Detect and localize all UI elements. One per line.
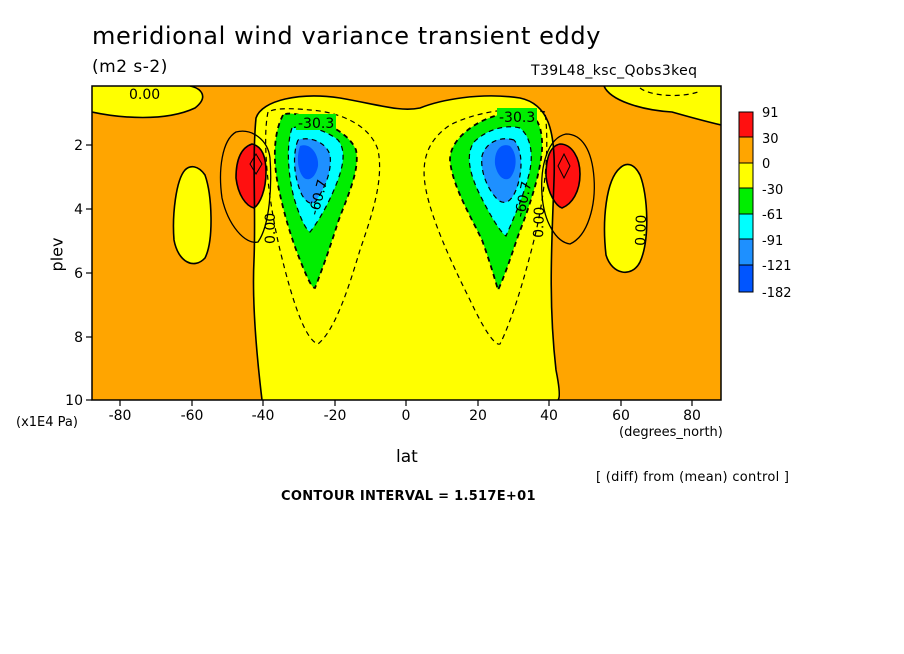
clabel-bg-1: [296, 114, 336, 130]
contour-label-5: -60.7: [512, 180, 535, 219]
legend-label: -91: [762, 234, 783, 249]
x-tick-label: 20: [469, 408, 487, 424]
clabel-bg-4: [497, 108, 537, 124]
contour-label-6: 0.00: [531, 206, 548, 238]
legend-label: -61: [762, 208, 783, 223]
legend-swatch-yellow: [738, 162, 754, 189]
contour-lines: [92, 86, 721, 400]
x-tick-label: -80: [109, 408, 132, 424]
legend-label: 0: [762, 157, 770, 172]
contour-neg-south-green: [273, 112, 358, 289]
chart-units: (m2 s-2): [92, 57, 168, 77]
fill-blue-north: [494, 145, 516, 180]
legend-swatch-red: [738, 111, 754, 138]
contour-zero-topleft: [92, 86, 204, 119]
contour-neg-topright: [639, 87, 699, 97]
legend-label: 30: [762, 132, 779, 147]
contour-red-north: [545, 143, 581, 209]
legend-swatch-cyan: [738, 213, 754, 240]
contour-lines-negative: [265, 87, 699, 345]
legend-swatch-orange: [738, 136, 754, 164]
y-tick-label: 2: [74, 138, 83, 154]
y-axis-units: (x1E4 Pa): [16, 415, 78, 430]
fill-yellow-topright: [604, 86, 721, 125]
legend-swatch-green: [738, 187, 754, 215]
clabel-bg-0: [126, 87, 166, 101]
x-tick-label: -20: [324, 408, 347, 424]
y-axis: [86, 144, 92, 401]
fill-red-south: [236, 144, 266, 208]
contour-neg-north-blue: [481, 138, 522, 203]
contour-diamond-south: [249, 153, 263, 175]
x-tick-label: 0: [402, 408, 411, 424]
y-tick-label: 8: [74, 330, 83, 346]
legend-label: -121: [762, 259, 792, 274]
fill-blue-south: [297, 145, 319, 180]
fill-yellow-topleft: [92, 86, 203, 118]
contour-neg-south-blue: [293, 138, 331, 204]
contour-pos-south-outer: [219, 130, 272, 243]
contour-label-0: 0.00: [129, 87, 160, 103]
plot-area: 0.00 -30.3 -60.7 0.00 -30.3 -60.7 0.00 0…: [92, 86, 721, 400]
legend-label: -30: [762, 183, 783, 198]
contour-zero-left-blob: [172, 165, 212, 265]
contour-zero-right-blob: [603, 163, 648, 273]
contour-neg-north-green: [449, 111, 543, 293]
contour-label-1: -30.3: [298, 116, 334, 132]
x-tick-label: 60: [612, 408, 630, 424]
x-axis-label: lat: [396, 447, 418, 467]
x-tick-label: 80: [683, 408, 701, 424]
x-axis-units: (degrees_north): [619, 425, 723, 440]
fill-yellow-left-blob: [173, 166, 212, 264]
y-tick-labels: 2 4 6 8 10: [65, 138, 83, 409]
legend-label: -182: [762, 286, 792, 301]
legend-swatch-blue: [738, 264, 754, 293]
y-tick-label: 4: [74, 202, 83, 218]
contour-lines-positive: [219, 130, 595, 245]
x-tick-label: 40: [540, 408, 558, 424]
chart-title: meridional wind variance transient eddy: [92, 22, 602, 50]
contour-neg-north-outer: [423, 108, 548, 345]
x-tick-label: -40: [252, 408, 275, 424]
y-tick-label: 10: [65, 393, 83, 409]
contour-zero-center: [252, 95, 561, 400]
contour-neg-south-cyan: [287, 126, 344, 233]
color-legend: 91 30 0 -30 -61 -91 -121 -182: [738, 106, 792, 301]
contour-pos-north-outer: [541, 133, 595, 245]
contour-label-7: 0.00: [633, 214, 650, 246]
contour-label-4: -30.3: [499, 110, 535, 126]
legend-label: 91: [762, 106, 779, 121]
y-tick-label: 6: [74, 266, 83, 282]
contour-interval: CONTOUR INTERVAL = 1.517E+01: [281, 489, 536, 504]
x-tick-label: -60: [181, 408, 204, 424]
x-tick-labels: -80 -60 -40 -20 0 20 40 60 80: [109, 408, 701, 424]
y-axis-label: plev: [47, 237, 67, 272]
contour-labels: 0.00 -30.3 -60.7 0.00 -30.3 -60.7 0.00 0…: [126, 87, 650, 246]
contour-neg-north-cyan: [468, 126, 532, 237]
diff-note: [ (diff) from (mean) control ]: [596, 470, 790, 485]
legend-swatch-lightblue: [738, 238, 754, 266]
run-name: T39L48_ksc_Qobs3keq: [531, 63, 698, 79]
contour-red-south: [235, 143, 267, 209]
contour-label-3: 0.00: [263, 213, 279, 244]
x-axis: [119, 400, 693, 406]
fill-yellow-right-blob: [604, 164, 647, 273]
contour-zero-topright: [603, 86, 721, 126]
contour-diamond-north: [557, 152, 571, 180]
